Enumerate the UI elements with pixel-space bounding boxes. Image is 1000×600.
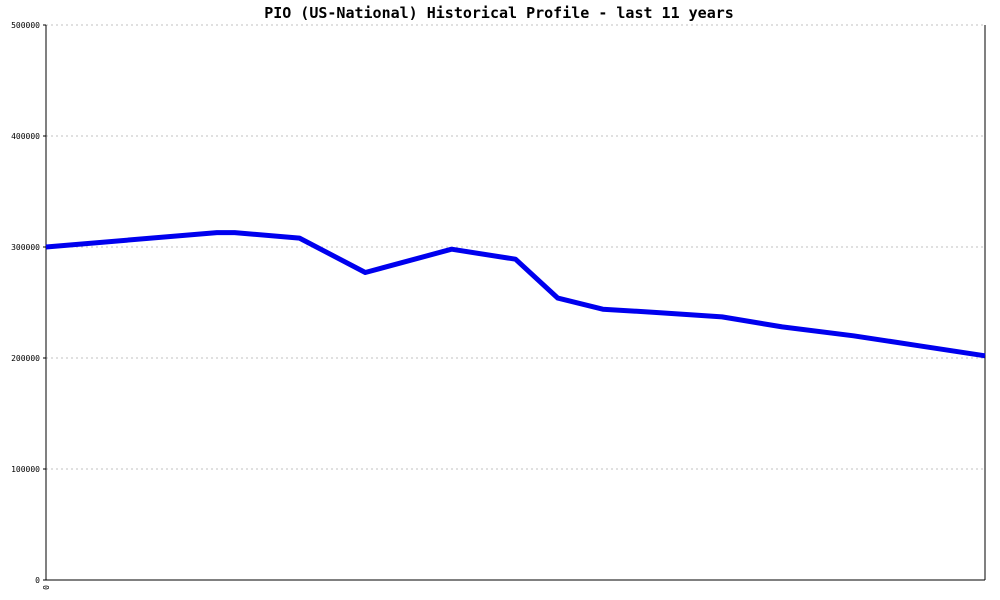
y-tick-label: 300000 [11,243,40,252]
x-tick-label: 0 [42,585,51,590]
y-tick-label: 400000 [11,132,40,141]
chart-title: PIO (US-National) Historical Profile - l… [264,4,734,22]
axes [45,25,986,581]
series-line [45,230,986,359]
y-tick-label: 500000 [11,21,40,30]
y-tick-label: 100000 [11,465,40,474]
y-tick-label: 200000 [11,354,40,363]
series-lines [45,230,986,359]
y-tick-label: 0 [35,576,40,585]
x-tick-labels: 0 [42,585,51,590]
grid-lines [43,24,985,581]
y-tick-labels: 0 100000 200000 300000 400000 500000 [11,21,40,585]
